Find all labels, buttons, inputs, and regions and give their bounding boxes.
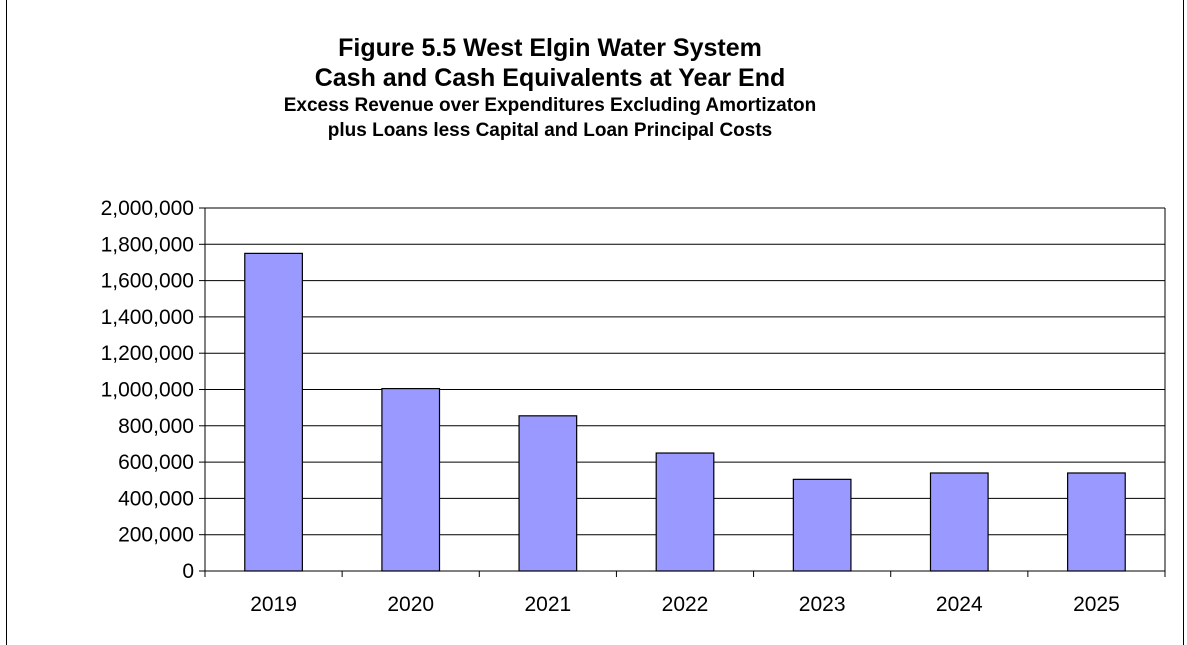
chart-subtitle-line2: plus Loans less Capital and Loan Princip…: [327, 120, 773, 141]
chart-title-line2: Cash and Cash Equivalents at Year End: [314, 64, 786, 92]
y-tick-label: 1,400,000: [101, 306, 194, 329]
bar: [655, 452, 715, 572]
y-tick-label: 200,000: [118, 524, 194, 547]
y-tick-label: 800,000: [118, 415, 194, 438]
y-tick-label: 2,000,000: [101, 197, 194, 220]
x-tick-label: 2022: [662, 593, 709, 616]
y-tick-label: 1,800,000: [101, 233, 194, 256]
x-tick-label: 2021: [524, 593, 571, 616]
bar: [244, 252, 303, 572]
y-tick-label: 1,600,000: [101, 270, 194, 293]
chart-title-block: Figure 5.5 West Elgin Water System Cash …: [0, 33, 1100, 143]
chart-frame: [6, 0, 1184, 645]
bar: [1067, 472, 1126, 572]
y-tick-label: 600,000: [118, 451, 194, 474]
bar: [381, 387, 441, 572]
x-tick-label: 2023: [799, 593, 846, 616]
bar: [792, 478, 852, 572]
y-tick-label: 1,000,000: [101, 379, 194, 402]
x-tick-label: 2020: [387, 593, 434, 616]
x-tick-label: 2024: [936, 593, 983, 616]
y-tick-label: 0: [182, 560, 194, 583]
bar: [929, 472, 989, 572]
chart-subtitle: Excess Revenue over Expenditures Excludi…: [283, 95, 817, 116]
x-tick-label: 2025: [1073, 593, 1120, 616]
bar: [518, 415, 578, 572]
y-tick-label: 1,200,000: [101, 342, 194, 365]
x-tick-label: 2019: [250, 593, 297, 616]
chart-title: Figure 5.5 West Elgin Water System: [338, 34, 762, 62]
y-tick-label: 400,000: [118, 487, 194, 510]
